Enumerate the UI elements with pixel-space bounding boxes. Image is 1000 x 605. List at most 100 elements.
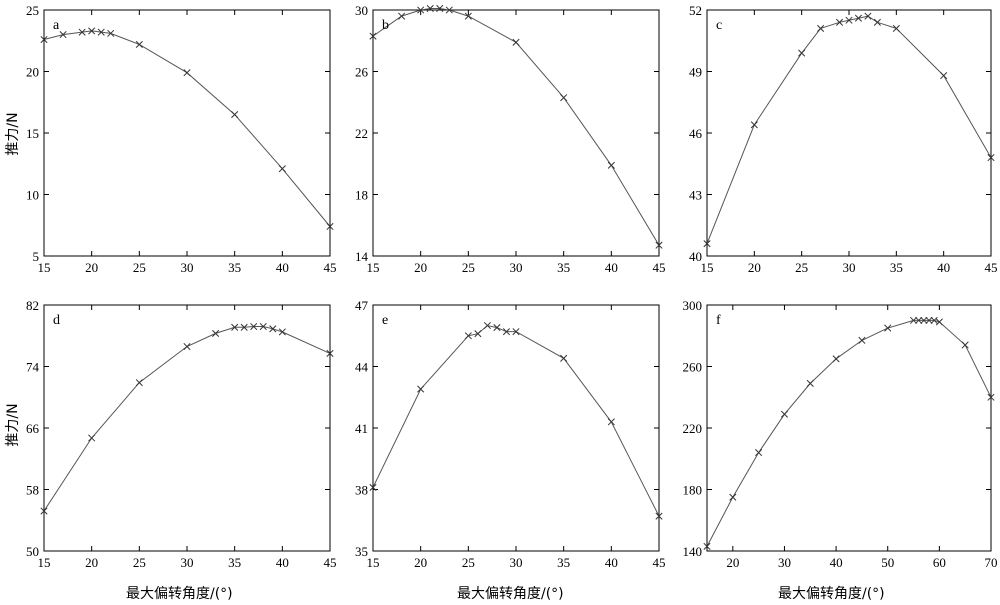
data-point (798, 49, 806, 57)
y-tick-label: 66 (26, 421, 40, 436)
data-point (915, 316, 923, 324)
data-point (780, 410, 789, 418)
y-tick-label: 82 (26, 298, 39, 313)
plot-frame (706, 9, 992, 257)
data-point (940, 72, 948, 80)
series-line (372, 324, 660, 517)
data-point (398, 12, 406, 20)
x-tick-label: 30 (181, 260, 194, 275)
data-point (445, 6, 453, 14)
data-point (183, 342, 191, 351)
y-tick-label: 46 (689, 126, 703, 141)
y-tick-label: 25 (26, 3, 39, 18)
data-point (250, 322, 258, 331)
y-axis-title-bottom: 推力/N (5, 403, 21, 447)
data-point (369, 483, 377, 492)
data-point (326, 349, 334, 357)
x-tick-label: 45 (324, 555, 337, 570)
data-point (920, 316, 928, 324)
data-point (512, 38, 520, 46)
data-point (183, 69, 191, 77)
y-tick-label: 22 (355, 126, 368, 141)
y-tick-label: 38 (355, 483, 368, 498)
data-point (107, 29, 115, 37)
x-tick-label: 45 (653, 555, 666, 570)
x-tick-label: 15 (367, 555, 380, 570)
data-point (40, 507, 48, 515)
data-point (817, 24, 825, 33)
data-point (59, 31, 67, 39)
x-tick-label: 45 (324, 260, 337, 275)
y-tick-label: 140 (683, 544, 703, 559)
data-point (326, 222, 334, 231)
y-tick-label: 26 (355, 65, 369, 80)
x-tick-label: 20 (726, 555, 739, 570)
data-point (474, 330, 482, 338)
x-tick-label: 40 (605, 260, 618, 275)
x-tick-label: 25 (462, 555, 475, 570)
data-point (212, 329, 220, 337)
panel-a: 15 20 25 30 35 40 45 5 10 15 20 25 a (26, 3, 337, 275)
x-tick-label: 30 (778, 555, 791, 570)
y-tick-label: 58 (26, 483, 39, 498)
data-point (655, 241, 663, 249)
data-point (607, 161, 615, 169)
y-tick-label: 10 (26, 188, 39, 203)
panel-label: e (382, 313, 388, 328)
x-axis-title-1: 最大偏转角度/(°) (126, 586, 233, 602)
series-line (706, 15, 992, 244)
data-point (858, 336, 866, 344)
x-tick-label: 35 (557, 555, 570, 570)
x-axis-title-2: 最大偏转角度/(°) (457, 586, 564, 602)
data-point (369, 32, 377, 40)
x-tick-label: 20 (414, 555, 427, 570)
data-point (97, 28, 105, 36)
x-tick-label: 30 (510, 260, 523, 275)
data-point (426, 4, 434, 13)
y-tick-label: 30 (355, 3, 368, 18)
data-point (607, 418, 615, 426)
panel-label: d (53, 313, 60, 328)
data-point (864, 12, 872, 20)
y-tick-label: 15 (26, 126, 39, 141)
y-tick-label: 20 (26, 65, 39, 80)
data-point (884, 324, 892, 332)
data-point (961, 341, 969, 349)
data-point (269, 325, 277, 333)
data-point (417, 385, 425, 393)
plot-frame (43, 9, 331, 257)
data-point (835, 18, 844, 26)
panel-label: a (53, 18, 60, 33)
x-tick-label: 40 (276, 555, 289, 570)
x-tick-label: 15 (367, 260, 380, 275)
y-tick-label: 300 (683, 298, 703, 313)
series-line (43, 326, 331, 512)
data-point (806, 379, 814, 387)
data-point (502, 328, 511, 336)
data-point (464, 12, 472, 20)
panel-label: f (716, 313, 721, 328)
data-point (483, 321, 491, 330)
x-tick-label: 60 (933, 555, 946, 570)
x-tick-label: 20 (414, 260, 427, 275)
data-point (464, 332, 472, 340)
x-tick-label: 25 (133, 555, 146, 570)
x-tick-label: 35 (557, 260, 570, 275)
y-tick-label: 5 (33, 249, 40, 264)
data-point (925, 316, 933, 324)
panel-b: 15 20 25 30 35 40 45 14 18 22 26 30 b (355, 3, 666, 275)
data-point (935, 318, 943, 326)
data-point (987, 393, 995, 401)
data-point (78, 28, 86, 36)
y-tick-label: 220 (683, 421, 703, 436)
x-tick-label: 30 (510, 555, 523, 570)
y-tick-label: 18 (355, 188, 368, 203)
data-point (703, 542, 711, 550)
x-tick-label: 40 (605, 555, 618, 570)
x-tick-label: 20 (85, 555, 98, 570)
series-line (43, 30, 331, 227)
series-line (372, 8, 660, 246)
data-point (135, 40, 143, 48)
y-tick-label: 260 (683, 360, 703, 375)
